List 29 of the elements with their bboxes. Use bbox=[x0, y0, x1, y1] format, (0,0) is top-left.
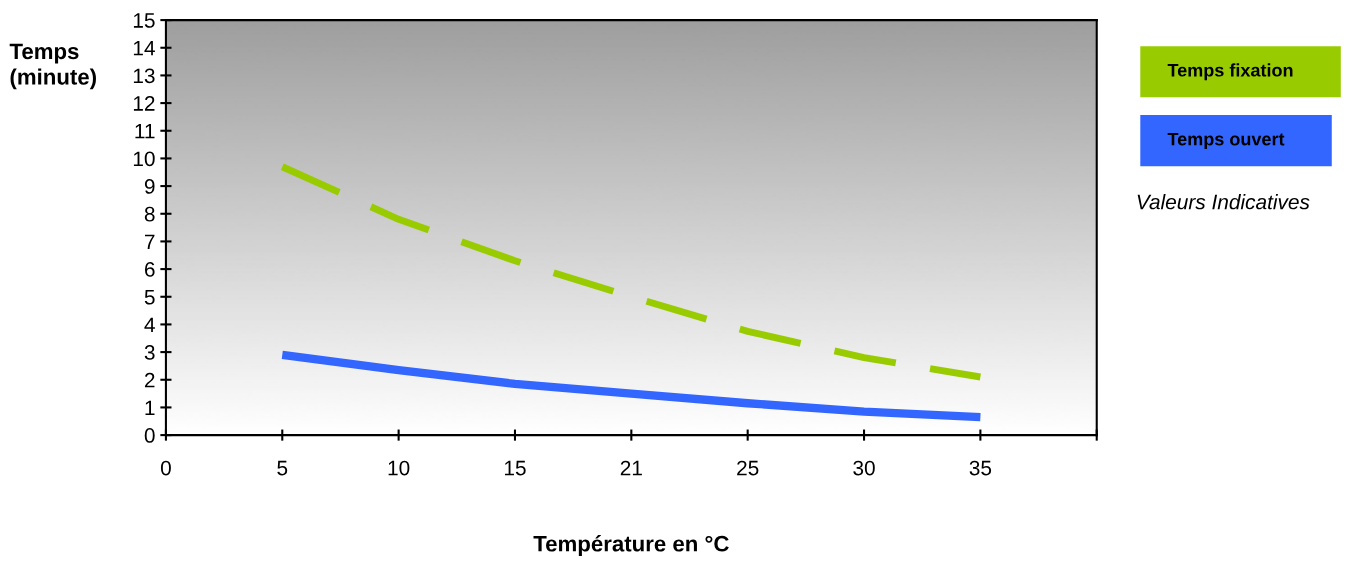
x-tick-label: 15 bbox=[504, 460, 526, 476]
y-tick-label: 11 bbox=[135, 123, 155, 139]
y-tick-label: 14 bbox=[133, 40, 155, 56]
x-tick-label: 21 bbox=[620, 460, 642, 476]
y-tick-label: 4 bbox=[144, 317, 155, 332]
x-tick-label: 10 bbox=[388, 460, 410, 476]
y-axis-title: Temps (minute) bbox=[9, 43, 96, 90]
y-tick-label: 13 bbox=[133, 68, 155, 84]
text: Temps ouvert bbox=[1167, 132, 1285, 150]
y-tick-label: 0 bbox=[144, 428, 155, 443]
x-tick-label: 35 bbox=[969, 460, 992, 476]
x-tick-label: 0 bbox=[160, 460, 171, 476]
y-tick-label: 2 bbox=[144, 372, 155, 388]
y-tick-label: 15 bbox=[133, 13, 155, 28]
text: Valeurs Indicatives bbox=[1137, 194, 1310, 210]
y-tick-label: 5 bbox=[144, 289, 155, 305]
x-axis-title: Température en °C bbox=[533, 535, 729, 556]
y-tick-label: 10 bbox=[133, 151, 155, 167]
y-tick-label: 1 bbox=[145, 400, 155, 415]
y-tick-label: 3 bbox=[144, 345, 155, 360]
text: Temps fixation bbox=[1167, 63, 1293, 81]
y-tick-label: 9 bbox=[144, 179, 155, 194]
y-tick-label: 7 bbox=[144, 234, 155, 249]
x-tick-label: 25 bbox=[737, 460, 759, 476]
x-tick-label: 30 bbox=[853, 460, 875, 476]
y-tick-label: 6 bbox=[144, 262, 155, 277]
x-tick-label: 5 bbox=[277, 460, 288, 476]
y-tick-label: 8 bbox=[144, 206, 155, 222]
y-tick-label: 12 bbox=[133, 96, 155, 111]
